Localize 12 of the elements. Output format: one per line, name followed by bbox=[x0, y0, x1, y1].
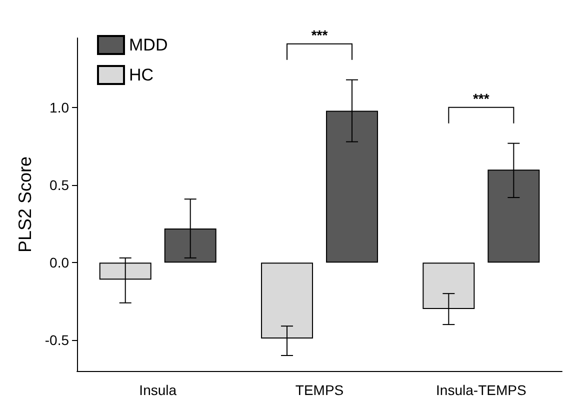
y-tick-label: 1.0 bbox=[50, 100, 70, 116]
y-axis-title: PLS2 Score bbox=[15, 156, 35, 253]
legend-label: MDD bbox=[129, 36, 168, 54]
y-tick-label: 0.0 bbox=[50, 254, 70, 271]
x-tick-label: Insula-TEMPS bbox=[436, 382, 526, 398]
legend-label: HC bbox=[129, 66, 154, 84]
annotation: *** bbox=[472, 90, 490, 106]
annotation: *** bbox=[311, 26, 328, 43]
x-tick-label: Insula bbox=[139, 382, 177, 398]
x-tick-label: TEMPS bbox=[295, 382, 344, 398]
y-tick-label: 0.5 bbox=[50, 177, 70, 194]
y-tick-label: -0.5 bbox=[44, 332, 70, 348]
